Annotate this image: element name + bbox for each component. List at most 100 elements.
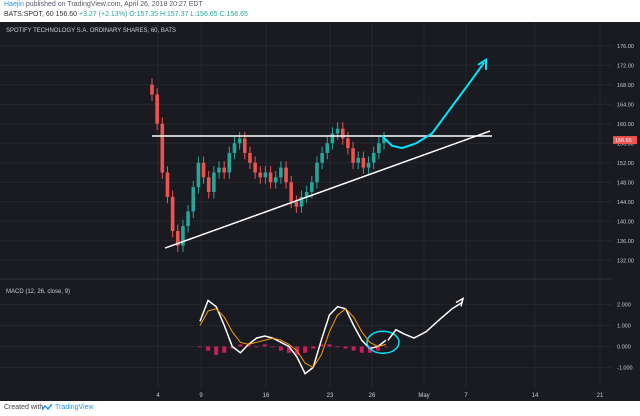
time-tick-label: May	[418, 393, 429, 399]
macd-histogram-bar	[351, 346, 356, 351]
candle-body	[175, 231, 180, 246]
candle-body	[351, 148, 355, 163]
candle-body	[206, 177, 211, 192]
candle-body	[279, 167, 283, 178]
macd-pane-title: MACD (12, 26, close, 9)	[6, 289, 70, 295]
tradingview-logo-icon	[42, 404, 52, 411]
macd-histogram-bar	[335, 346, 340, 348]
candle-body	[371, 153, 376, 163]
macd-axis: -1.000 0.000 1.000 2.000	[617, 303, 633, 372]
candle-body	[310, 182, 314, 192]
price-tick-label: 132.00	[617, 258, 634, 264]
macd-histogram-bar	[198, 346, 202, 348]
candle-body	[294, 201, 299, 207]
candle-body	[217, 167, 221, 173]
publish-header: Haejin published on TradingView.com, Apr…	[0, 0, 640, 22]
macd-histogram-bar	[343, 346, 348, 349]
time-axis: 4 9 16 23 26 May 7 14 21	[156, 393, 604, 399]
candle-body	[289, 182, 293, 202]
candle-body	[330, 133, 335, 144]
macd-histogram-bar	[303, 346, 308, 353]
price-tick-label: 136.00	[617, 239, 634, 245]
candle-body	[320, 153, 324, 163]
candle-body	[165, 172, 170, 197]
projection-arrowhead-icon	[477, 58, 487, 70]
time-tick-label: 16	[263, 393, 270, 399]
macd-histogram-bar	[311, 346, 316, 349]
candle-body	[232, 143, 237, 153]
time-tick-label: 14	[532, 393, 539, 399]
macd-histogram-bar	[270, 346, 275, 348]
candle-body	[243, 138, 247, 153]
macd-histogram-bar	[319, 344, 324, 347]
macd-histogram-bar	[214, 346, 219, 355]
candle-body	[268, 172, 273, 183]
macd-plot	[198, 296, 465, 375]
candle-body	[273, 177, 278, 183]
macd-projection-arrowhead-icon	[455, 296, 465, 307]
macd-histogram-bar	[238, 344, 243, 347]
macd-projection-path[interactable]	[387, 301, 463, 341]
candle-body	[191, 187, 196, 212]
candle-body	[155, 94, 159, 124]
macd-tick-label: -1.000	[617, 365, 633, 371]
last-price: 156.60	[55, 11, 78, 18]
price-change: +3.27 (+2.13%)	[79, 11, 128, 18]
candle-body	[325, 143, 330, 153]
macd-histogram-bar	[230, 346, 235, 349]
candle-body	[181, 226, 185, 246]
time-tick-label: 23	[327, 393, 334, 399]
price-tick-label: 168.00	[617, 83, 634, 89]
footer-bar: Created with TradingView	[0, 401, 640, 416]
price-pane-title: SPOTIFY TECHNOLOGY S.A. ORDINARY SHARES,…	[6, 28, 176, 34]
created-with-text: Created with	[4, 404, 44, 411]
price-axis: 132.00 136.00 140.00 144.00 148.00 152.00 156.…	[613, 44, 637, 264]
rising-trendline[interactable]	[164, 130, 491, 249]
candle-body	[248, 153, 252, 163]
macd-tick-label: 2.000	[617, 303, 631, 309]
macd-histogram-bar	[367, 346, 372, 353]
price-tick-label: 176.00	[617, 44, 634, 50]
tradingview-brand-link[interactable]: TradingView	[55, 404, 94, 411]
publish-line: Haejin published on TradingView.com, Apr…	[4, 1, 203, 8]
macd-tick-label: 1.000	[617, 324, 631, 330]
author-link[interactable]: Haejin	[4, 1, 24, 8]
time-tick-label: 21	[597, 393, 604, 399]
last-price-tag	[613, 136, 637, 145]
macd-histogram-bar	[375, 346, 380, 351]
macd-tick-label: 0.000	[617, 344, 631, 350]
symbol-label: BATS:SPOT, 60	[4, 11, 54, 18]
candle-body	[315, 162, 319, 183]
published-text: published on TradingView.com, April 26, …	[25, 1, 203, 8]
candle-body	[222, 167, 226, 173]
quote-line: BATS:SPOT, 60 156.60 +3.27 (+2.13%) O:15…	[4, 11, 248, 18]
chart-canvas[interactable]: SPOTIFY TECHNOLOGY S.A. ORDINARY SHARES,…	[0, 22, 640, 401]
macd-histogram-bar	[254, 346, 259, 348]
candle-body	[340, 128, 345, 139]
candle-body	[382, 138, 386, 144]
candle-body	[304, 192, 309, 197]
projection-path[interactable]	[381, 62, 485, 150]
candle-body	[377, 143, 381, 153]
price-tick-label: 164.00	[617, 102, 634, 108]
candle-body	[186, 211, 190, 227]
macd-histogram-bar	[262, 344, 267, 347]
macd-histogram-bar	[206, 346, 211, 351]
last-price-tag-label: 156.65	[615, 138, 632, 144]
candle-body	[346, 138, 350, 149]
candle-body	[299, 196, 304, 207]
candle-body	[212, 172, 216, 192]
candle-body	[284, 167, 288, 183]
macd-histogram-bar	[222, 346, 227, 353]
price-tick-label: 172.00	[617, 63, 634, 69]
candle-body	[150, 84, 154, 95]
macd-histogram-bar	[384, 346, 388, 348]
candle-body	[361, 157, 366, 168]
macd-histogram-bar	[278, 346, 283, 351]
candle-body	[196, 162, 201, 188]
macd-line	[199, 299, 387, 375]
macd-cross-highlight[interactable]	[366, 330, 400, 355]
candle-body	[237, 138, 242, 144]
candle-body	[356, 157, 361, 163]
grid-lines	[0, 22, 612, 388]
